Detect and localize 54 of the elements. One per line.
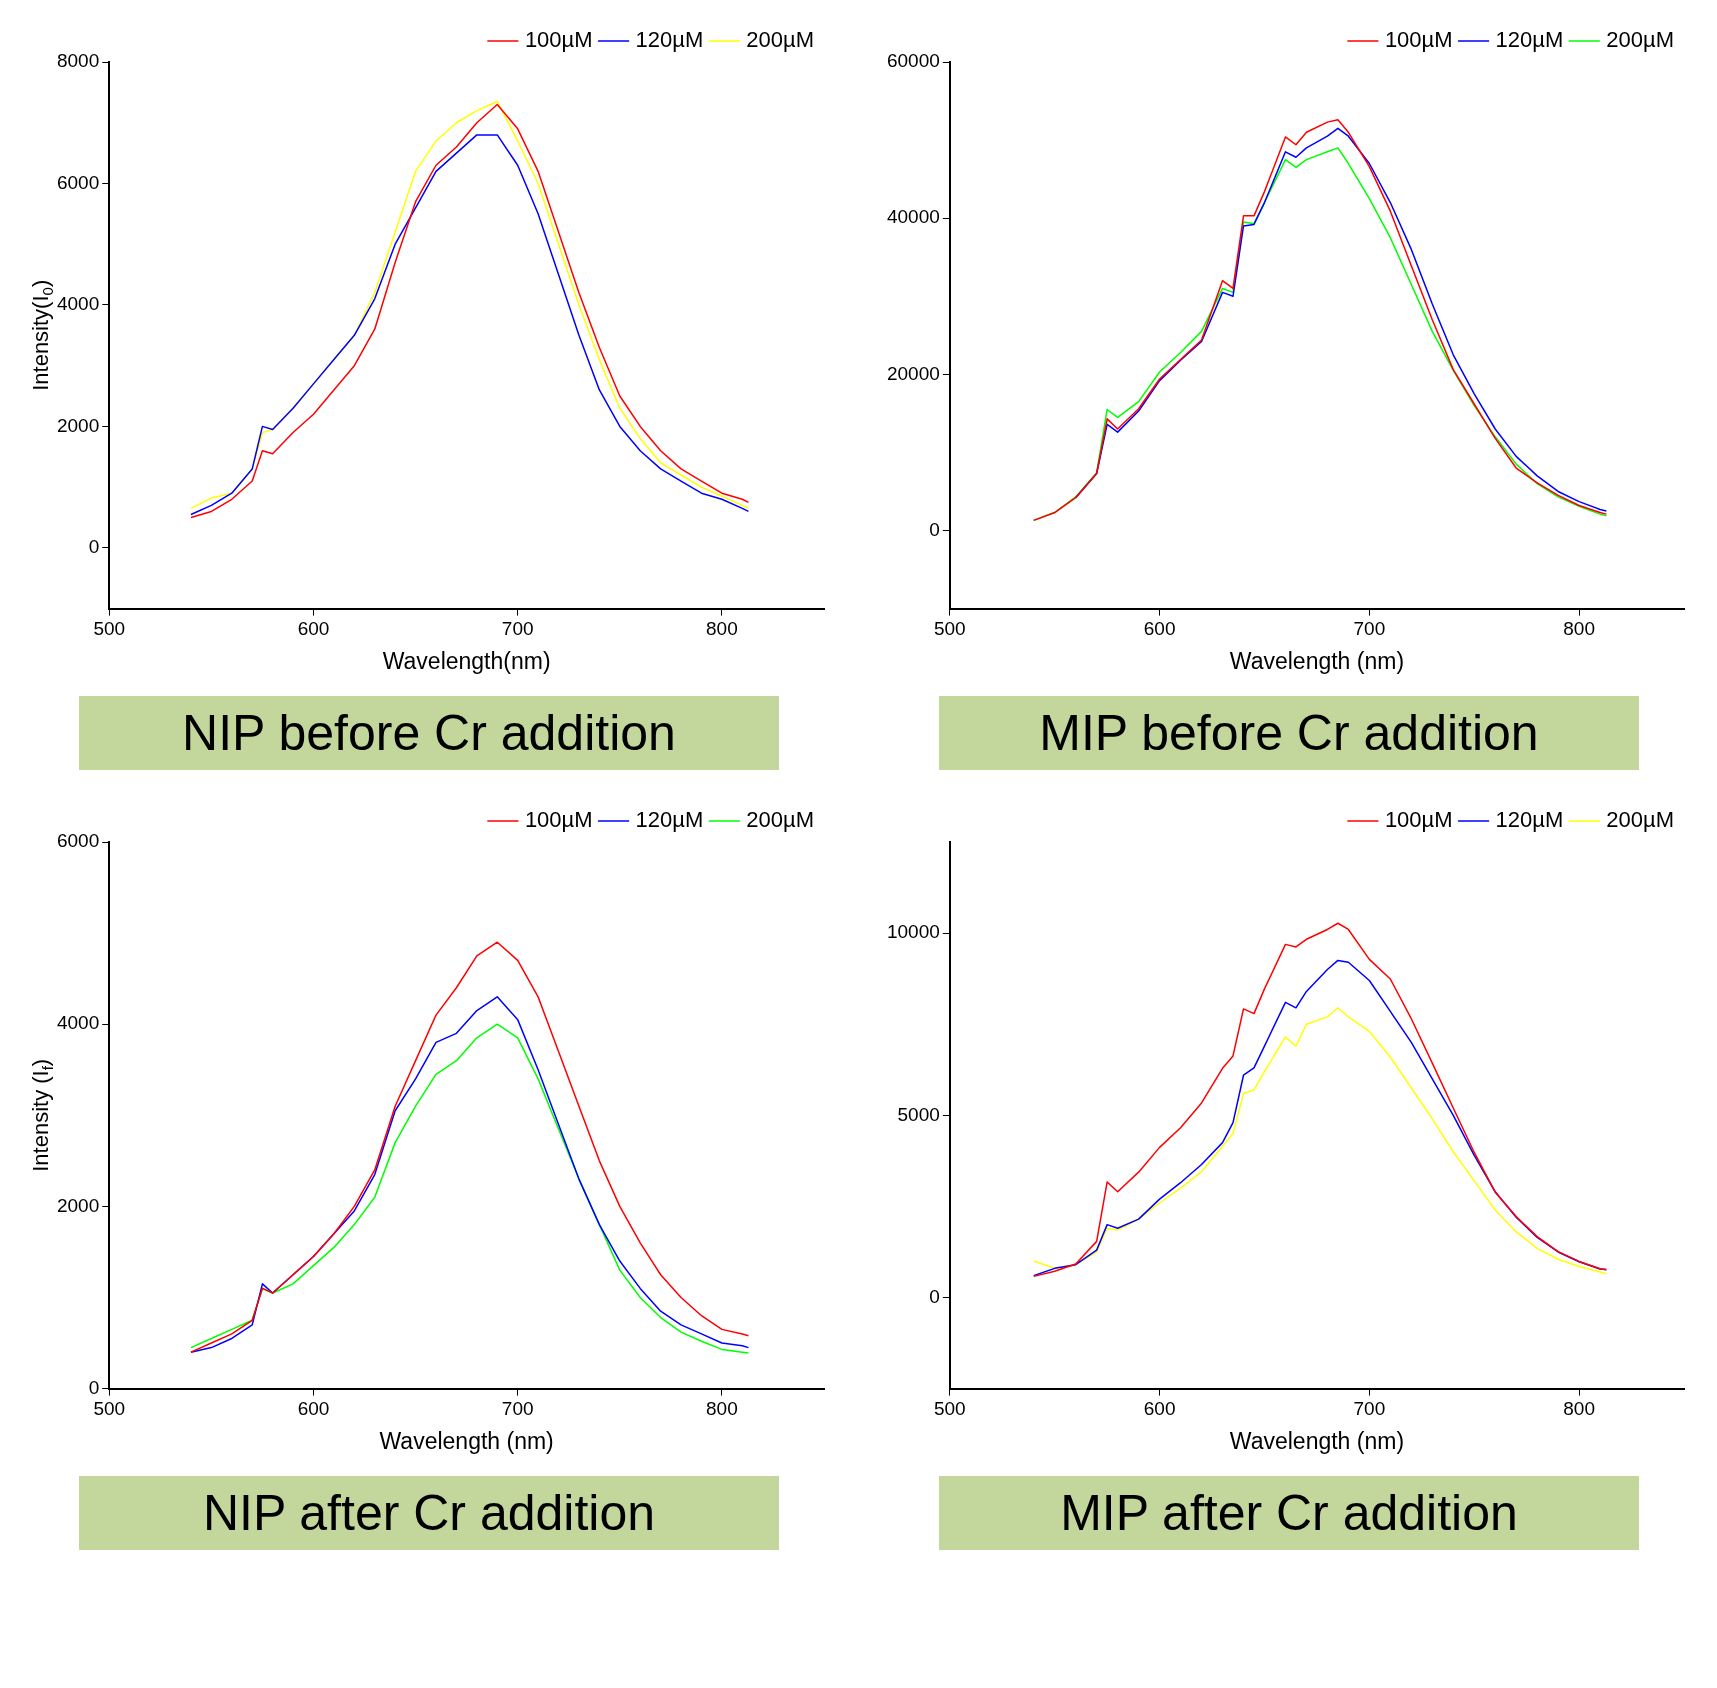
- y-tick-label: 5000: [897, 1103, 940, 1125]
- x-tick-label: 600: [297, 618, 330, 640]
- legend-label: 120µM: [635, 27, 704, 53]
- x-axis-title: Wavelength (nm): [1229, 647, 1405, 674]
- y-tick-label: 20000: [886, 362, 940, 384]
- legend-label: 200µM: [1606, 807, 1675, 833]
- x-tick-label: 600: [1143, 618, 1176, 640]
- legend-label: 200µM: [746, 807, 815, 833]
- y-tick-label: 0: [88, 536, 100, 558]
- y-tick-label: 2000: [56, 414, 100, 436]
- legend-label: 120µM: [635, 807, 704, 833]
- x-tick-label: 800: [706, 618, 738, 640]
- y-tick-label: 2000: [56, 1194, 100, 1216]
- y-tick-label: 4000: [56, 293, 100, 315]
- x-tick-label: 500: [93, 618, 126, 640]
- y-tick-label: 0: [929, 518, 940, 540]
- x-tick-label: 700: [501, 618, 534, 640]
- x-tick-label: 500: [933, 618, 966, 640]
- x-tick-label: 700: [1353, 618, 1386, 640]
- legend-label: 200µM: [1606, 27, 1675, 53]
- text: MIP after Cr addition: [939, 1476, 1639, 1550]
- y-tick-label: 6000: [56, 171, 100, 193]
- y-tick-label: 60000: [886, 50, 940, 72]
- legend-label: 120µM: [1495, 807, 1564, 833]
- x-tick-label: 800: [1563, 1398, 1595, 1420]
- y-axis-title: Intensity (If): [28, 1058, 57, 1172]
- text: NIP after Cr addition: [79, 1476, 779, 1550]
- y-tick-label: 10000: [886, 921, 940, 943]
- x-tick-label: 800: [1563, 618, 1595, 640]
- x-tick-label: 500: [933, 1398, 966, 1420]
- x-tick-label: 600: [1143, 1398, 1176, 1420]
- legend-label: 120µM: [1495, 27, 1564, 53]
- text: MIP before Cr addition: [939, 696, 1639, 770]
- y-axis-title: Intensity(I0): [28, 279, 57, 391]
- x-tick-label: 700: [1353, 1398, 1386, 1420]
- y-tick-label: 0: [88, 1376, 100, 1398]
- legend-label: 100µM: [1384, 27, 1453, 53]
- y-tick-label: 6000: [56, 830, 100, 852]
- legend-label: 100µM: [524, 807, 593, 833]
- x-tick-label: 600: [297, 1398, 330, 1420]
- y-tick-label: 4000: [56, 1012, 100, 1034]
- y-tick-label: 8000: [56, 50, 100, 72]
- x-tick-label: 500: [93, 1398, 126, 1420]
- text: NIP before Cr addition: [79, 696, 779, 770]
- legend-label: 100µM: [524, 27, 593, 53]
- x-axis-title: Wavelength(nm): [382, 647, 551, 674]
- y-tick-label: 40000: [886, 206, 940, 228]
- legend-label: 200µM: [746, 27, 815, 53]
- x-tick-label: 700: [501, 1398, 534, 1420]
- y-tick-label: 0: [929, 1285, 940, 1307]
- legend-label: 100µM: [1384, 807, 1453, 833]
- x-axis-title: Wavelength (nm): [1229, 1427, 1405, 1454]
- x-tick-label: 800: [706, 1398, 738, 1420]
- x-axis-title: Wavelength (nm): [379, 1427, 554, 1454]
